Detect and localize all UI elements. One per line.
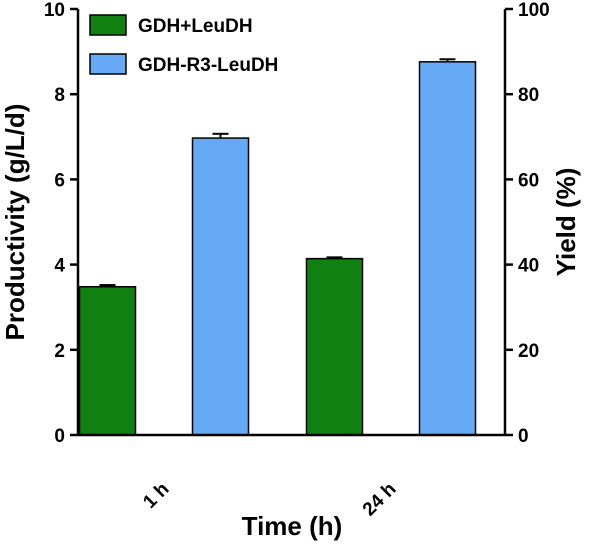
legend: GDH+LeuDH GDH-R3-LeuDH xyxy=(89,14,278,76)
y2-tick-label: 20 xyxy=(518,341,539,362)
y-tick-label: 6 xyxy=(54,170,65,191)
x-tick-label: 24 h xyxy=(359,479,401,521)
y-tick-label: 4 xyxy=(54,256,65,277)
bar xyxy=(78,286,137,436)
plot-area xyxy=(78,58,477,436)
y-tick-label: 10 xyxy=(44,0,65,21)
y2-tick-label: 40 xyxy=(518,256,539,277)
y-axis-title: Productivity (g/L/d) xyxy=(0,104,30,341)
legend-swatch xyxy=(89,53,127,75)
x-axis-title: Time (h) xyxy=(242,511,343,541)
axes xyxy=(70,7,513,437)
y2-tick-label: 0 xyxy=(518,426,529,447)
bar xyxy=(418,61,477,436)
x-tick-label: 1 h xyxy=(139,479,173,513)
y2-axis-title: Yield (%) xyxy=(551,168,581,277)
y-tick-label: 0 xyxy=(54,426,65,447)
legend-label: GDH+LeuDH xyxy=(138,16,253,37)
y-tick-label: 2 xyxy=(54,341,65,362)
legend-swatch xyxy=(89,14,127,36)
y-tick-label: 8 xyxy=(54,85,65,106)
bar xyxy=(305,257,364,436)
y2-tick-label: 80 xyxy=(518,85,539,106)
y2-tick-label: 100 xyxy=(518,0,550,21)
bar xyxy=(191,137,250,436)
y2-tick-label: 60 xyxy=(518,170,539,191)
legend-label: GDH-R3-LeuDH xyxy=(138,55,278,76)
